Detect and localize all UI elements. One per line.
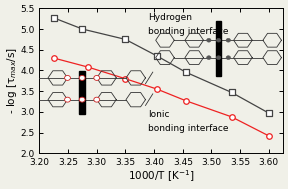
Y-axis label: - log [τ$_{max}$/s]: - log [τ$_{max}$/s] xyxy=(5,47,19,114)
Point xyxy=(52,57,56,60)
Point xyxy=(155,54,159,57)
Ellipse shape xyxy=(79,75,85,80)
Ellipse shape xyxy=(226,38,230,42)
Point xyxy=(229,91,234,94)
Ellipse shape xyxy=(94,75,100,80)
X-axis label: 1000/T [K$^{-1}$]: 1000/T [K$^{-1}$] xyxy=(128,169,195,184)
Point xyxy=(229,115,234,118)
Point xyxy=(266,112,271,115)
Point xyxy=(123,77,128,80)
Ellipse shape xyxy=(65,75,71,80)
Bar xyxy=(79,71,85,114)
Text: bonding interface: bonding interface xyxy=(148,27,228,36)
Ellipse shape xyxy=(65,97,71,102)
Ellipse shape xyxy=(216,56,221,60)
Point xyxy=(80,28,85,31)
Text: bonding interface: bonding interface xyxy=(148,124,228,133)
Point xyxy=(86,66,90,69)
Ellipse shape xyxy=(216,38,221,42)
Ellipse shape xyxy=(226,56,230,60)
Point xyxy=(266,134,271,137)
Ellipse shape xyxy=(206,38,211,42)
Ellipse shape xyxy=(206,56,211,60)
Text: Ionic: Ionic xyxy=(148,110,169,119)
Ellipse shape xyxy=(79,97,85,102)
Ellipse shape xyxy=(94,97,100,102)
Bar xyxy=(216,21,221,77)
Point xyxy=(123,38,128,41)
Point xyxy=(155,88,159,91)
Point xyxy=(183,99,188,102)
Text: Hydrogen: Hydrogen xyxy=(148,13,192,22)
Point xyxy=(52,16,56,19)
Point xyxy=(183,71,188,74)
